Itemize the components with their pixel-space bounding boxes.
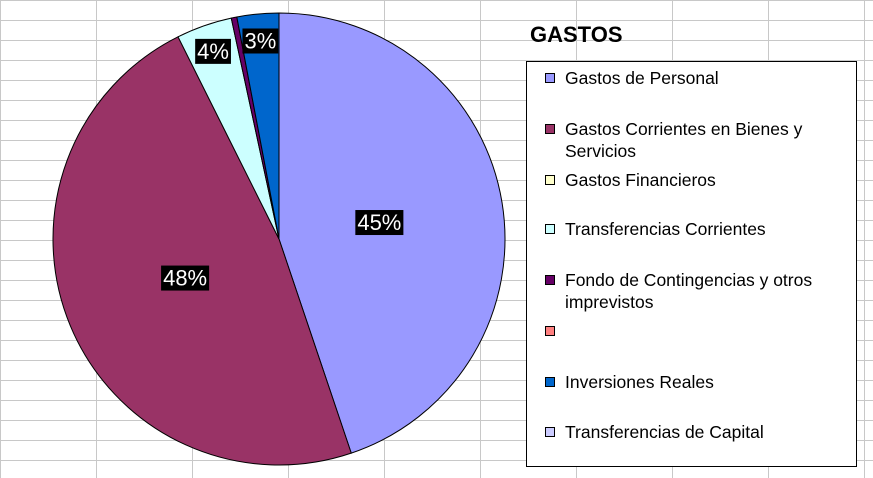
legend-label: Fondo de Contingencias y otros imprevist…	[565, 270, 813, 312]
pie-slice	[236, 12, 280, 240]
data-label: 4%	[195, 38, 231, 64]
data-label: 3%	[242, 28, 279, 54]
data-label-background	[242, 28, 279, 54]
legend: Gastos de Personal Gastos Corrientes en …	[526, 61, 857, 467]
legend-swatch	[545, 275, 555, 285]
data-label-background	[161, 265, 210, 291]
legend-swatch	[545, 326, 555, 336]
legend-label: Gastos de Personal	[565, 68, 719, 88]
legend-swatch	[545, 224, 555, 234]
legend-swatch	[545, 124, 555, 134]
chart-title: GASTOS	[530, 22, 623, 47]
data-label-text: 45%	[357, 210, 401, 235]
data-label: 48%	[161, 265, 210, 291]
data-label-text: 48%	[163, 266, 207, 291]
legend-label: Transferencias de Capital	[565, 422, 764, 442]
legend-label: Gastos Financieros	[565, 170, 716, 190]
legend-swatch	[545, 73, 555, 83]
data-label-background	[355, 210, 404, 236]
data-label-text: 3%	[244, 28, 276, 53]
pie-slices	[52, 12, 506, 466]
legend-swatch	[545, 175, 555, 185]
legend-swatch	[545, 377, 555, 387]
legend-label: Transferencias Corrientes	[565, 219, 766, 239]
pie-slice	[52, 36, 352, 466]
data-label-text: 4%	[197, 39, 229, 64]
legend-swatch	[545, 427, 555, 437]
data-label-background	[195, 38, 231, 64]
data-label: 45%	[355, 210, 404, 236]
legend-label: Inversiones Reales	[565, 372, 714, 392]
legend-label: Gastos Corrientes en Bienes y Servicios	[565, 119, 803, 161]
data-labels: 45% 48% 4% 3%	[161, 28, 404, 291]
